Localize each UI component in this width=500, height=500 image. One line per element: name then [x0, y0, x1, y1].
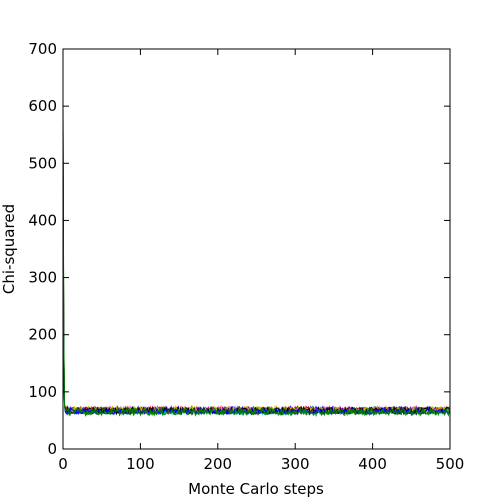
- y-tick-label-0: 0: [47, 440, 57, 458]
- y-axis-label: Chi-squared: [0, 204, 18, 294]
- y-tick-label-100: 100: [28, 383, 57, 401]
- x-tick-label-500: 500: [436, 455, 465, 473]
- x-tick-label-100: 100: [126, 455, 155, 473]
- x-tick-label-0: 0: [58, 455, 68, 473]
- x-axis-label: Monte Carlo steps: [188, 480, 324, 498]
- y-tick-label-500: 500: [28, 154, 57, 172]
- series-layer: [62, 100, 451, 418]
- x-tick-label-300: 300: [281, 455, 310, 473]
- ticks-layer: 0 100 200 300 400 500 0 100 200 300 400 500 600 700: [28, 40, 464, 473]
- y-tick-label-700: 700: [28, 40, 57, 58]
- series-line-9: [62, 100, 451, 418]
- x-tick-label-400: 400: [358, 455, 387, 473]
- x-tick-label-200: 200: [203, 455, 232, 473]
- y-tick-label-200: 200: [28, 326, 57, 344]
- y-tick-label-600: 600: [28, 97, 57, 115]
- y-tick-label-300: 300: [28, 269, 57, 287]
- y-tick-label-400: 400: [28, 211, 57, 229]
- plot-frame: [62, 48, 451, 450]
